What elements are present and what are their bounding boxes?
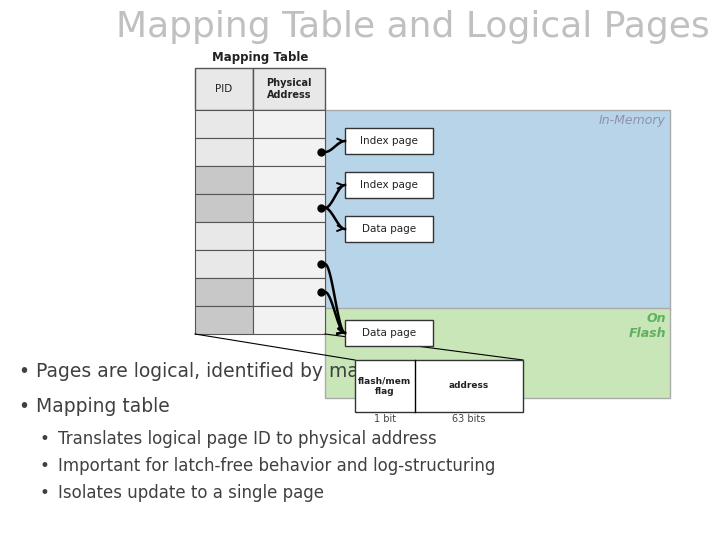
Bar	[195, 166, 253, 194]
Text: Pages are logical, identified by mapping table index: Pages are logical, identified by mapping…	[36, 362, 522, 381]
Text: •: •	[18, 362, 29, 381]
Text: 63 bits: 63 bits	[452, 414, 486, 424]
Text: Isolates update to a single page: Isolates update to a single page	[58, 484, 324, 502]
Text: Physical
Address: Physical Address	[266, 78, 312, 100]
Bar	[253, 250, 325, 278]
Text: In-Memory: In-Memory	[599, 114, 666, 127]
Text: Index page: Index page	[360, 136, 418, 146]
Text: •: •	[40, 430, 50, 448]
Text: flash/mem
flag: flash/mem flag	[359, 376, 412, 396]
Text: •: •	[18, 397, 29, 416]
Text: Important for latch-free behavior and log-structuring: Important for latch-free behavior and lo…	[58, 457, 495, 475]
Bar	[355, 360, 523, 412]
Bar	[195, 194, 253, 222]
Bar	[253, 306, 325, 334]
Bar	[195, 110, 253, 138]
Text: Data page: Data page	[362, 224, 416, 234]
Bar	[253, 110, 325, 138]
Bar	[253, 68, 325, 110]
Bar	[325, 110, 670, 310]
Bar	[345, 172, 433, 198]
Bar	[345, 128, 433, 154]
Bar	[195, 138, 253, 166]
Bar	[325, 308, 670, 398]
Bar	[195, 278, 253, 306]
Text: Mapping table: Mapping table	[36, 397, 170, 416]
Text: Translates logical page ID to physical address: Translates logical page ID to physical a…	[58, 430, 437, 448]
Text: Mapping Table and Logical Pages: Mapping Table and Logical Pages	[116, 10, 710, 44]
Bar	[195, 250, 253, 278]
Bar	[253, 278, 325, 306]
Bar	[195, 306, 253, 334]
Text: PID: PID	[215, 84, 233, 94]
Text: address: address	[449, 381, 489, 390]
Bar	[253, 166, 325, 194]
Bar	[253, 194, 325, 222]
Text: Index page: Index page	[360, 180, 418, 190]
Bar	[195, 68, 253, 110]
Bar	[253, 138, 325, 166]
Bar	[195, 222, 253, 250]
Bar	[345, 320, 433, 346]
Text: Data page: Data page	[362, 328, 416, 338]
Text: •: •	[40, 457, 50, 475]
Text: Mapping Table: Mapping Table	[212, 51, 308, 64]
Bar	[253, 222, 325, 250]
Text: On
Flash: On Flash	[629, 312, 666, 340]
Bar	[345, 216, 433, 242]
Text: 1 bit: 1 bit	[374, 414, 396, 424]
Text: •: •	[40, 484, 50, 502]
